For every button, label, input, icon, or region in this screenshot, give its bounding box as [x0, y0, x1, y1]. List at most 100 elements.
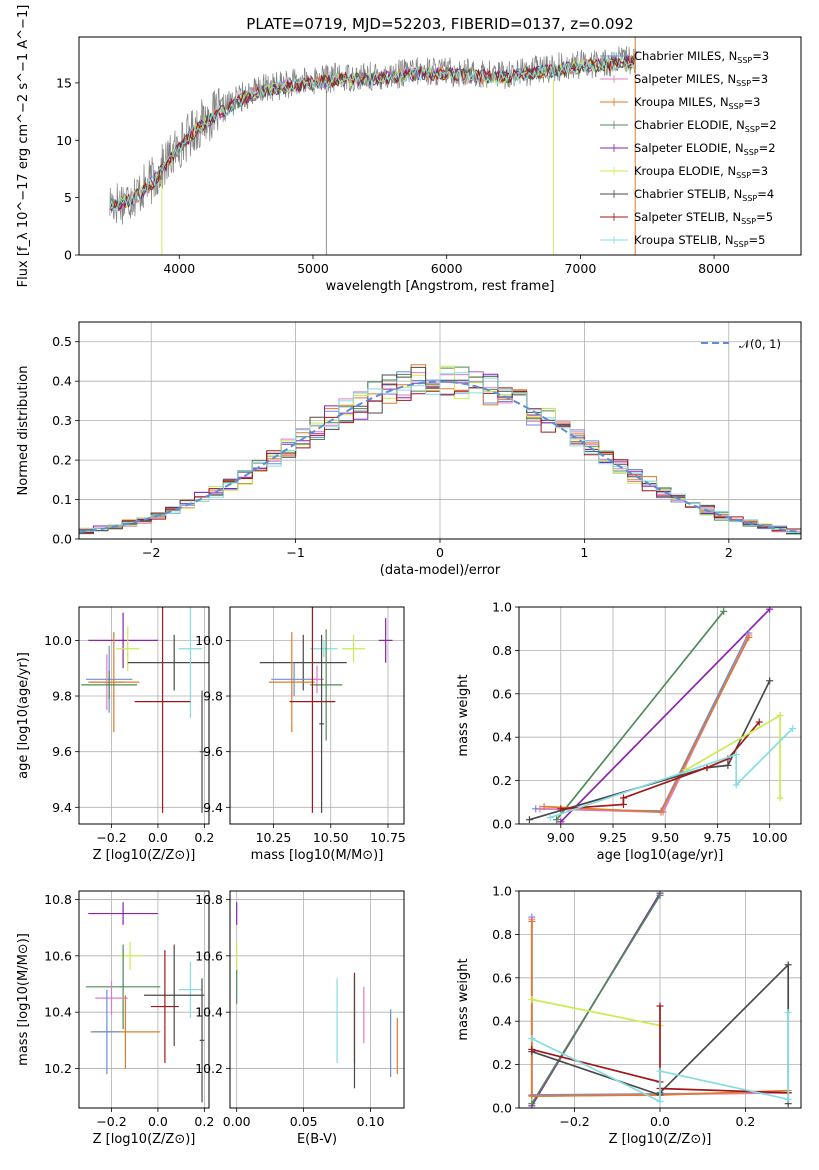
legend-label-salpeter-miles: Salpeter MILES, NSSP=3	[634, 72, 768, 88]
axes-mass-vs-Z: −0.2 0.0 0.2 10.2 10.4 10.6 10.8 Z [log10(Z/Z⊙)…	[16, 890, 214, 1147]
y-tick-label: 0.6	[492, 970, 512, 985]
axes-frame	[78, 36, 802, 256]
weight-marker	[546, 813, 554, 821]
weight-line-chabrier-elodie	[555, 610, 725, 821]
x-tick-label: −0.2	[96, 1114, 126, 1129]
legend-label-kroupa-stelib: Kroupa STELIB, NSSP=5	[634, 233, 765, 249]
point-chabrier-stelib	[127, 634, 209, 691]
legend-label-chabrier-miles: Chabrier MILES, NSSP=3	[634, 49, 769, 65]
y-tick-label: 0.0	[492, 817, 512, 832]
x-tick-label: 0.0	[650, 1114, 670, 1129]
y-tick-label: 0.5	[52, 334, 72, 349]
x-tick-label: 8000	[698, 261, 730, 276]
y-axis-label: mass weight	[456, 674, 471, 756]
x-axis-label: age [log10(age/yr)]	[597, 848, 724, 863]
weight-marker	[528, 1100, 536, 1108]
y-tick-label: 9.6	[52, 744, 72, 759]
weight-marker	[528, 1045, 536, 1053]
weight-marker	[755, 718, 763, 726]
y-axis-label: mass weight	[456, 958, 471, 1040]
weight-marker	[528, 996, 536, 1003]
axes-age-vs-mass: 10.25 10.50 10.75 9.4 9.6 9.8 10.0 mass [log10(…	[195, 606, 406, 863]
axes-massweight-vs-age: 9.00 9.25 9.50 9.75 10.00 0.0 0.2 0.4 0.6 0.8 1.0 a…	[456, 600, 802, 863]
y-axis-label: mass [log10(M/M⊙)]	[16, 933, 31, 1066]
y-tick-label: 9.6	[203, 744, 223, 759]
y-tick-label: 9.8	[203, 689, 223, 704]
weight-marker	[784, 961, 792, 969]
axes-age-vs-Z: −0.2 0.0 0.2 9.4 9.6 9.8 10.0 Z [log10(Z/Z⊙)] ag…	[16, 606, 214, 863]
weight-line-chabrier-elodie	[531, 894, 661, 1105]
plot-area-massweight-vs-Z	[519, 891, 801, 1108]
x-axis-label: wavelength [Angstrom, rest frame]	[326, 279, 555, 294]
axes-frame	[78, 606, 210, 825]
weight-line-salpeter-stelib	[531, 1006, 789, 1094]
weight-line-kroupa-miles	[530, 921, 789, 1097]
y-tick-label: 5	[64, 190, 72, 205]
axes-massweight-vs-Z: −0.2 0.0 0.2 0.0 0.2 0.4 0.6 0.8 1.0 Z [log10(Z/Z…	[456, 884, 802, 1147]
x-axis-label: Z [log10(Z/Z⊙)]	[93, 848, 196, 863]
x-tick-label: 0.2	[736, 1114, 756, 1129]
axes-spectrum: 4000 5000 6000 7000 8000 0 5 10 15 wavelength [An…	[16, 5, 802, 294]
weight-line-salpeter-elodie	[560, 608, 771, 823]
x-tick-label: 4000	[163, 261, 195, 276]
weight-marker	[619, 794, 627, 802]
x-tick-label: 0.0	[148, 830, 168, 845]
x-tick-label: 2	[725, 545, 733, 560]
x-tick-label: 10.75	[370, 830, 406, 845]
y-tick-label: 0.0	[52, 532, 72, 547]
plot-area-mass-vs-EBV	[230, 891, 404, 1108]
weight-marker	[789, 725, 797, 733]
weight-marker	[766, 677, 774, 685]
x-tick-label: 0.2	[194, 830, 214, 845]
y-tick-label: 0.8	[492, 927, 512, 942]
y-tick-label: 10.2	[44, 1061, 72, 1076]
weight-marker	[657, 808, 665, 816]
point-kroupa-miles	[268, 632, 315, 733]
weight-marker	[745, 633, 753, 641]
weight-marker	[553, 816, 561, 824]
weight-marker	[784, 1009, 792, 1017]
weight-line-kroupa-stelib	[550, 727, 794, 819]
weight-marker	[536, 805, 544, 813]
point-kroupa-stelib	[178, 961, 203, 1018]
point-chabrier-stelib	[259, 634, 347, 691]
x-tick-label: −1	[286, 545, 304, 560]
weight-marker	[656, 1067, 664, 1075]
panel-age-vs-Z: −0.2 0.0 0.2 9.4 9.6 9.8 10.0 Z [log10(Z/Z⊙)] ag…	[16, 606, 214, 863]
y-tick-label: 1.0	[492, 600, 512, 615]
axes-frame	[518, 606, 802, 825]
weight-marker	[732, 781, 740, 789]
x-tick-label: 0.2	[194, 1114, 214, 1129]
x-tick-label: 0.0	[148, 1114, 168, 1129]
y-tick-label: 10.0	[44, 633, 72, 648]
normal-reference-curve	[79, 380, 801, 534]
weight-marker	[528, 1035, 536, 1043]
panel-massweight-vs-age: 9.00 9.25 9.50 9.75 10.00 0.0 0.2 0.4 0.6 0.8 1.0 a…	[456, 600, 802, 863]
point-chabrier-elodie	[81, 670, 138, 699]
axes-mass-vs-EBV: 0.00 0.05 0.10 10.2 10.4 10.6 10.8 E(B-V)	[195, 890, 405, 1147]
x-tick-label: 9.50	[651, 830, 679, 845]
y-tick-label: 0.4	[492, 730, 512, 745]
y-tick-label: 0.1	[52, 492, 72, 507]
point-chabrier-elodie	[85, 944, 161, 1030]
x-axis-label: Z [log10(Z/Z⊙)]	[93, 1132, 196, 1147]
panel-residuals: −2 −1 0 1 2 0.0 0.1 0.2 0.3 0.4 0.5 (data-model)/er…	[16, 321, 802, 578]
point-salpeter-stelib	[289, 607, 336, 813]
y-tick-label: 9.4	[203, 800, 223, 815]
point-kroupa-elodie	[116, 626, 140, 671]
plot-area-age-vs-Z	[79, 607, 209, 824]
y-tick-label: 0.4	[492, 1014, 512, 1029]
x-tick-label: 5000	[297, 261, 329, 276]
weight-marker	[557, 805, 565, 813]
x-tick-label: 10.50	[313, 830, 349, 845]
point-salpeter-elodie	[88, 902, 158, 925]
weight-marker	[656, 1002, 664, 1010]
y-tick-label: 0.2	[52, 453, 72, 468]
weight-marker	[656, 1097, 664, 1105]
y-tick-label: 10.4	[195, 1005, 223, 1020]
plot-area-mass-vs-Z	[79, 891, 209, 1108]
y-tick-label: 0.2	[492, 1057, 512, 1072]
y-tick-label: 1.0	[492, 884, 512, 899]
